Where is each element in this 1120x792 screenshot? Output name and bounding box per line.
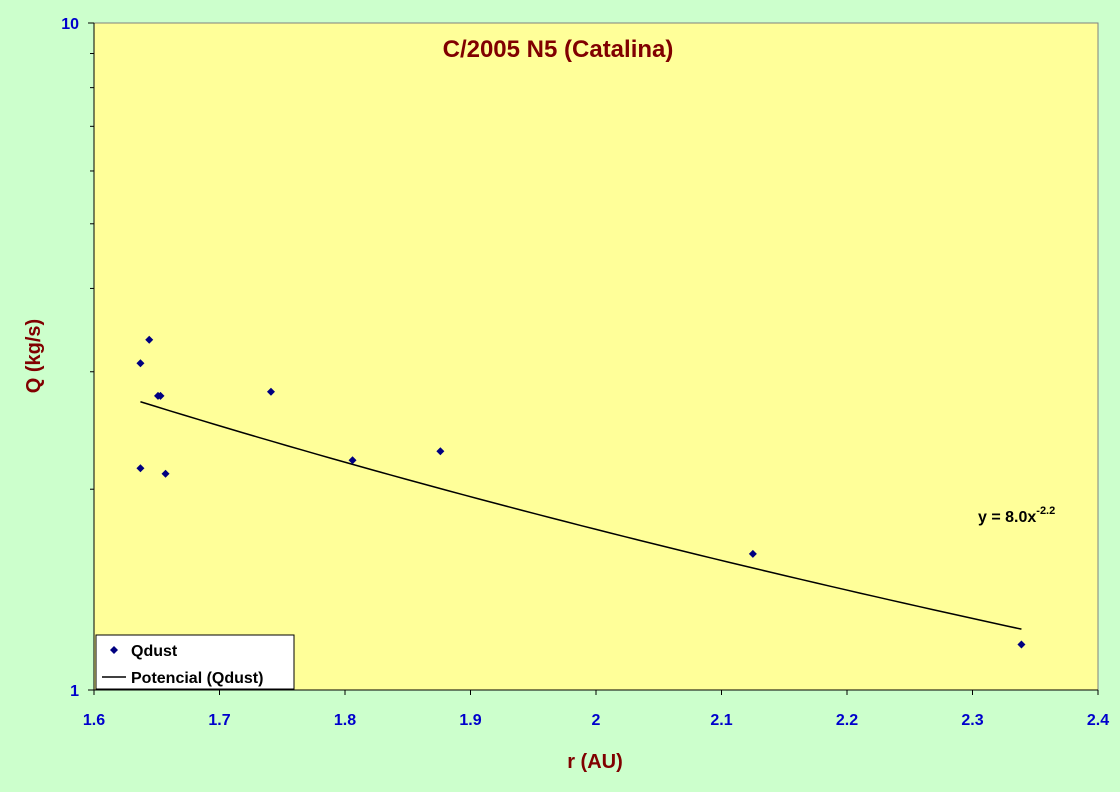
trendline-equation: y = 8.0x-2.2: [978, 505, 1055, 526]
legend: Qdust Potencial (Qdust): [95, 634, 295, 690]
y-tick-label: 1: [70, 683, 79, 700]
y-tick-label: 10: [61, 16, 79, 33]
x-tick-label: 1.9: [459, 712, 481, 729]
x-tick-label: 1.8: [334, 712, 356, 729]
legend-marker-qdust: [110, 646, 118, 654]
axes: 1.6 1.7 1.8 1.9 2 2.1 2.2 2.3 2.4 1 10: [61, 16, 1109, 729]
x-tick-label: 2.1: [710, 712, 732, 729]
data-point: [348, 456, 357, 465]
data-point: [1017, 640, 1026, 649]
x-tick-label: 2: [592, 712, 601, 729]
legend-label-trendline: Potencial (Qdust): [131, 670, 263, 687]
trendline-equation-base: y = 8.0x: [978, 509, 1036, 526]
chart-title: C/2005 N5 (Catalina): [443, 36, 674, 63]
points-group: [136, 335, 1026, 649]
x-tick-label: 1.6: [83, 712, 105, 729]
data-point: [136, 464, 145, 473]
legend-label-qdust: Qdust: [131, 643, 178, 660]
data-point: [156, 391, 165, 400]
x-tick-label: 2.2: [836, 712, 858, 729]
y-axis-label: Q (kg/s): [23, 319, 45, 393]
data-point: [145, 335, 154, 344]
trendline-equation-exponent: -2.2: [1036, 505, 1055, 517]
x-tick-label: 2.4: [1087, 712, 1109, 729]
trendline-group: [140, 401, 1022, 630]
data-point: [436, 447, 445, 456]
x-tick-label: 2.3: [961, 712, 983, 729]
trendline: [140, 401, 1022, 630]
data-point: [161, 469, 170, 478]
data-point: [266, 387, 275, 396]
x-tick-label: 1.7: [208, 712, 230, 729]
data-point: [136, 359, 145, 368]
x-axis-label: r (AU): [567, 751, 623, 773]
plot-area: [93, 22, 1099, 691]
legend-box: [95, 634, 295, 690]
data-point: [748, 549, 757, 558]
